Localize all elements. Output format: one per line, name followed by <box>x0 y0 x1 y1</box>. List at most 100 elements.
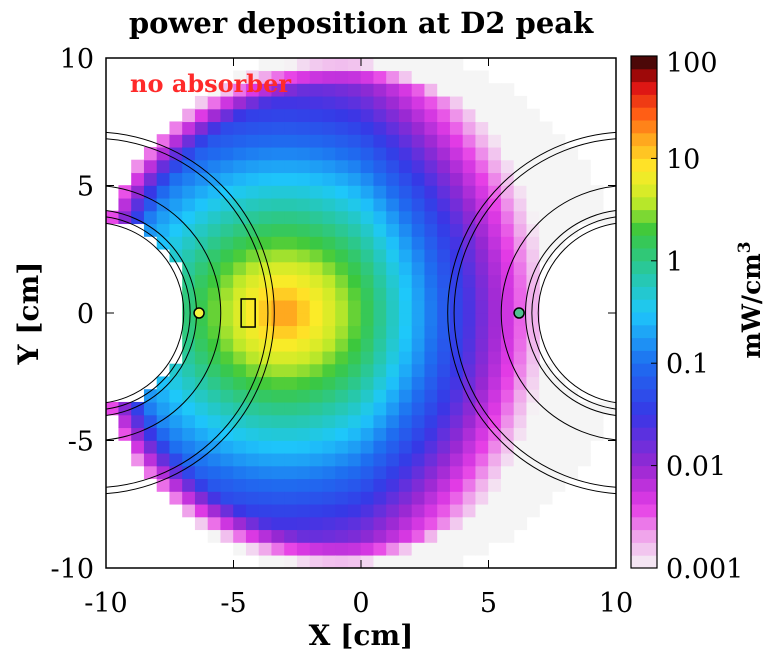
heatmap-cell <box>500 134 515 148</box>
heatmap-cell <box>449 261 464 276</box>
right-coil-ring <box>525 210 616 416</box>
heatmap-cell <box>551 146 566 161</box>
heatmap-cell <box>296 159 311 174</box>
heatmap-cell <box>437 146 451 161</box>
heatmap-cell <box>118 427 132 441</box>
heatmap-cell <box>424 478 438 492</box>
heatmap-cell <box>309 210 324 225</box>
heatmap-cell <box>449 210 464 225</box>
heatmap-cell <box>398 478 413 492</box>
heatmap-cell <box>475 529 489 543</box>
heatmap-cell <box>335 223 349 237</box>
heatmap-cell <box>284 325 298 339</box>
heatmap-cell <box>309 58 324 72</box>
heatmap-cell <box>386 376 400 390</box>
heatmap-cell <box>220 223 234 237</box>
colorbar-tick-label: 0.01 <box>666 452 726 483</box>
heatmap-cell <box>335 58 349 72</box>
heatmap-cell <box>284 95 298 110</box>
heatmap-cell <box>284 58 298 72</box>
heatmap-cell <box>398 389 413 403</box>
heatmap-cell <box>475 223 489 237</box>
heatmap-cell <box>169 452 183 467</box>
heatmap-cell <box>309 95 324 110</box>
colorbar-tick-label: 1 <box>666 247 683 278</box>
heatmap-cell <box>526 325 540 339</box>
heatmap-cell <box>386 427 400 441</box>
heatmap-cell <box>373 172 387 186</box>
heatmap-cell <box>437 491 451 505</box>
heatmap-cell <box>233 325 247 339</box>
heatmap-cell <box>526 261 540 276</box>
heatmap-cell <box>258 121 273 135</box>
heatmap-cell <box>220 491 234 505</box>
heatmap-cell <box>156 210 171 225</box>
heatmap-cell <box>475 146 489 161</box>
heatmap-cell <box>437 134 451 148</box>
heatmap-cell <box>347 516 362 531</box>
heatmap-cell <box>284 376 298 390</box>
heatmap-cell <box>398 338 413 352</box>
heatmap-cell <box>156 146 171 161</box>
heatmap-cell <box>513 503 528 518</box>
heatmap-cell <box>475 414 489 429</box>
heatmap-cell <box>118 197 132 212</box>
heatmap-cell <box>437 58 451 72</box>
heatmap-cell <box>182 338 196 352</box>
heatmap-cell <box>475 363 489 378</box>
heatmap-cell <box>207 95 222 110</box>
heatmap-cell <box>360 427 375 441</box>
heatmap-cell <box>386 172 400 186</box>
heatmap-cell <box>360 83 375 97</box>
heatmap-cell <box>271 299 285 314</box>
colorbar-swatch <box>631 440 657 454</box>
heatmap-cell <box>296 58 311 72</box>
heatmap-cell <box>373 83 387 97</box>
heatmap-cell <box>284 248 298 263</box>
heatmap-cell <box>335 542 349 556</box>
colorbar-swatch <box>631 235 657 249</box>
heatmap-cell <box>143 223 158 237</box>
heatmap-cell <box>500 312 515 327</box>
heatmap-cell <box>539 210 553 225</box>
heatmap-cell <box>424 146 438 161</box>
y-axis-ticks: 10 5 0 -5 -10 <box>51 44 616 585</box>
colorbar-tick-label: 0.001 <box>666 554 743 585</box>
heatmap-cell <box>284 542 298 556</box>
heatmap-cell <box>386 95 400 110</box>
heatmap-cell <box>194 516 209 531</box>
heatmap-cell <box>398 554 413 568</box>
heatmap-cell <box>360 503 375 518</box>
heatmap-cell <box>207 236 222 250</box>
heatmap-cell <box>475 95 489 110</box>
heatmap-cell <box>424 95 438 110</box>
heatmap-cell <box>500 516 515 531</box>
heatmap-cell <box>360 197 375 212</box>
heatmap-cell <box>245 516 260 531</box>
heatmap-cell <box>322 261 336 276</box>
heatmap-cell <box>475 503 489 518</box>
heatmap-cell <box>284 465 298 480</box>
heatmap-cell <box>322 427 336 441</box>
heatmap-cell <box>411 172 426 186</box>
heatmap-cell <box>386 197 400 212</box>
heatmap-cell <box>398 146 413 161</box>
heatmap-cell <box>258 478 273 492</box>
heatmap-cell <box>322 338 336 352</box>
heatmap-cell <box>322 401 336 416</box>
heatmap-cell <box>386 236 400 250</box>
heatmap-cell <box>488 248 502 263</box>
heatmap-cell <box>207 210 222 225</box>
heatmap-cell <box>284 299 298 314</box>
heatmap-cell <box>347 121 362 135</box>
heatmap-cell <box>449 146 464 161</box>
heatmap-cell <box>411 363 426 378</box>
heatmap-cell <box>220 389 234 403</box>
heatmap-cell <box>373 376 387 390</box>
heatmap-cell <box>462 248 477 263</box>
heatmap-cell <box>513 325 528 339</box>
heatmap-cell <box>398 376 413 390</box>
heatmap-cell <box>539 363 553 378</box>
heatmap-cell <box>564 210 579 225</box>
heatmap-cell <box>245 452 260 467</box>
